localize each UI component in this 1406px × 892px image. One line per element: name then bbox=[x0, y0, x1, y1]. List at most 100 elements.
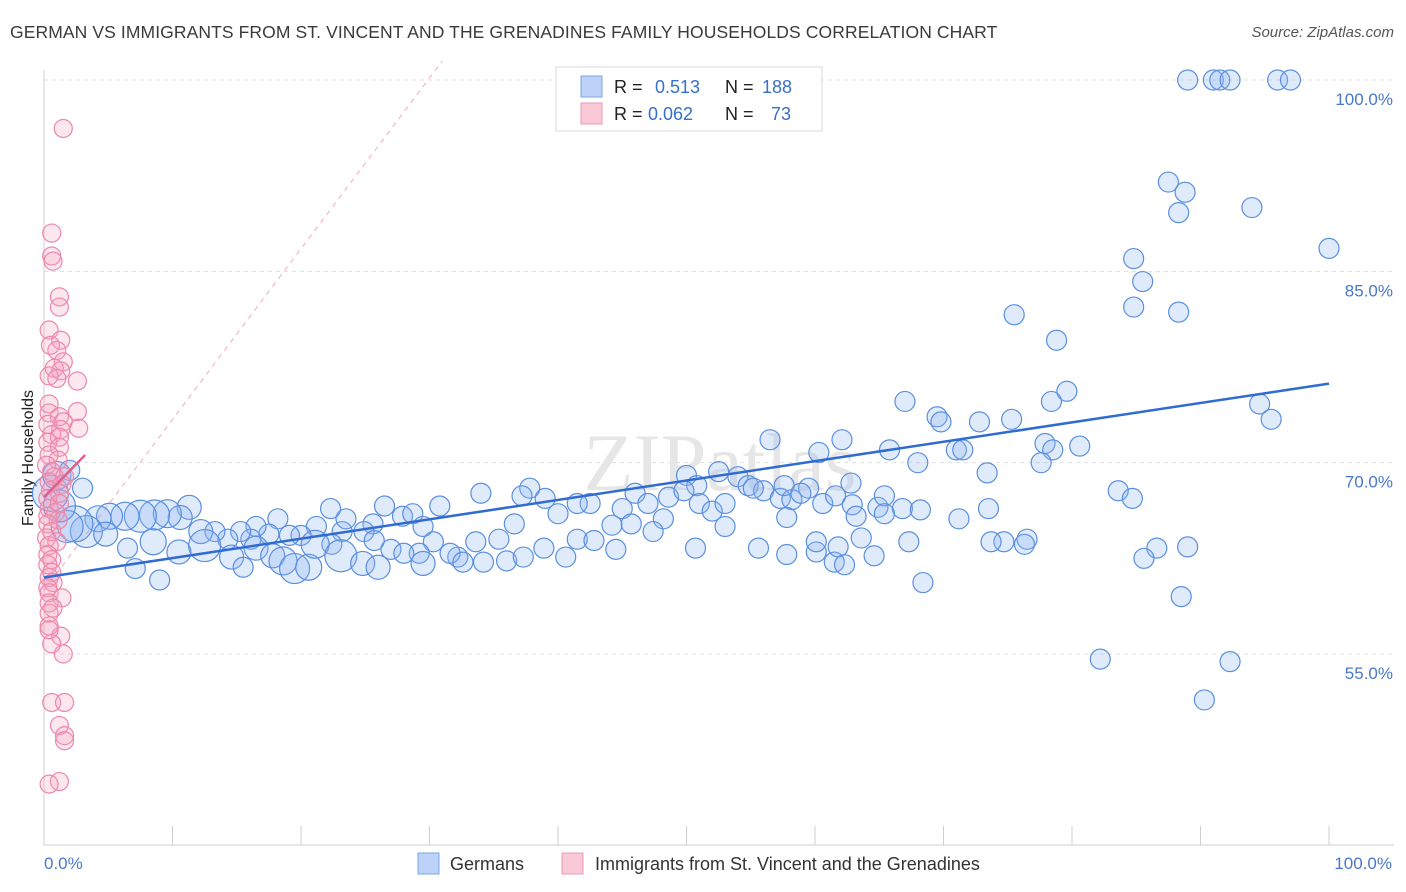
germans-point bbox=[891, 497, 913, 520]
germans-point bbox=[1174, 181, 1196, 203]
germans-point bbox=[496, 550, 518, 572]
svg-immigrants-point bbox=[53, 644, 73, 664]
y-tick-label-0: 100.0% bbox=[1335, 90, 1393, 109]
germans-point bbox=[863, 545, 885, 567]
trendline-svg bbox=[43, 454, 87, 498]
germans-point bbox=[747, 537, 770, 559]
germans-point bbox=[511, 485, 533, 507]
germans-point bbox=[519, 477, 541, 499]
germans-point bbox=[1030, 452, 1052, 474]
germans-point bbox=[1013, 533, 1036, 555]
legend-r-label-2: R = bbox=[614, 104, 643, 124]
series-svg-points bbox=[36, 118, 89, 794]
germans-point bbox=[841, 494, 863, 516]
germans-point bbox=[776, 506, 798, 529]
legend-n-label-1: N = bbox=[725, 77, 754, 97]
germans-point bbox=[948, 508, 970, 530]
legend-n-value-2: 73 bbox=[771, 104, 791, 124]
germans-point bbox=[139, 528, 167, 556]
svg-immigrants-point bbox=[69, 418, 89, 438]
germans-point bbox=[605, 538, 627, 561]
series-legend-label-germans: Germans bbox=[450, 854, 524, 874]
germans-point bbox=[805, 531, 827, 553]
svg-immigrants-point bbox=[48, 510, 68, 530]
germans-point bbox=[93, 521, 119, 547]
svg-immigrants-point bbox=[54, 731, 75, 751]
svg-immigrants-point bbox=[43, 251, 63, 271]
germans-point bbox=[831, 429, 853, 451]
stats-legend: R = 0.513 N = 188 R = 0.062 N = 73 bbox=[555, 66, 823, 132]
svg-immigrants-point bbox=[43, 572, 63, 593]
germans-point bbox=[845, 505, 867, 527]
germans-point bbox=[968, 411, 991, 433]
svg-immigrants-point bbox=[40, 335, 61, 355]
germans-point bbox=[488, 528, 510, 550]
germans-point bbox=[652, 508, 674, 530]
germans-point bbox=[930, 411, 952, 433]
svg-immigrants-point bbox=[47, 368, 67, 389]
germans-point bbox=[452, 551, 474, 573]
germans-point bbox=[1202, 69, 1224, 91]
germans-point bbox=[642, 520, 664, 543]
germans-point bbox=[230, 520, 252, 543]
series-germans-points bbox=[31, 69, 1340, 711]
germans-point bbox=[204, 520, 226, 543]
germans-point bbox=[714, 515, 736, 538]
series-legend-swatch-svg bbox=[561, 852, 584, 875]
germans-point bbox=[824, 485, 847, 507]
svg-immigrants-point bbox=[54, 692, 75, 713]
germans-point bbox=[470, 482, 492, 504]
germans-point bbox=[912, 571, 934, 594]
germans-point bbox=[335, 508, 357, 530]
germans-point bbox=[176, 494, 202, 520]
germans-point bbox=[1001, 408, 1023, 430]
series-legend-label-svg: Immigrants from St. Vincent and the Gren… bbox=[595, 854, 980, 874]
legend-n-value-1: 188 bbox=[762, 77, 792, 97]
svg-immigrants-point bbox=[39, 620, 59, 640]
germans-point bbox=[701, 500, 723, 522]
germans-point bbox=[1260, 408, 1282, 430]
germans-point bbox=[1318, 237, 1340, 259]
germans-point bbox=[776, 543, 798, 566]
germans-point bbox=[1123, 296, 1145, 318]
germans-point bbox=[769, 487, 791, 509]
svg-immigrants-point bbox=[36, 455, 57, 475]
germans-point bbox=[867, 496, 889, 518]
svg-immigrants-point bbox=[49, 297, 70, 317]
chart-source: Source: ZipAtlas.com bbox=[1251, 24, 1394, 41]
germans-point bbox=[976, 462, 998, 484]
germans-point bbox=[894, 390, 916, 413]
germans-point bbox=[907, 452, 929, 474]
svg-immigrants-point bbox=[39, 593, 59, 613]
germans-point bbox=[1133, 547, 1155, 569]
svg-immigrants-point bbox=[42, 521, 62, 542]
germans-point bbox=[555, 546, 577, 568]
germans-point bbox=[980, 531, 1002, 553]
series-legend-swatch-germans bbox=[417, 852, 440, 875]
germans-point bbox=[138, 499, 171, 531]
germans-point bbox=[167, 504, 193, 531]
germans-point bbox=[1177, 69, 1199, 91]
germans-point bbox=[1089, 648, 1111, 670]
germans-point bbox=[808, 441, 830, 464]
germans-point bbox=[812, 492, 834, 515]
svg-immigrants-point bbox=[53, 118, 73, 139]
germans-point bbox=[503, 513, 525, 535]
germans-point bbox=[84, 505, 112, 533]
germans-point bbox=[1069, 435, 1091, 457]
germans-point bbox=[295, 553, 323, 581]
germans-point bbox=[116, 537, 139, 559]
svg-immigrants-point bbox=[39, 583, 59, 603]
germans-point bbox=[278, 552, 311, 585]
x-tick-label-max: 100.0% bbox=[1334, 854, 1392, 873]
germans-point bbox=[350, 550, 376, 577]
germans-point bbox=[232, 556, 254, 578]
germans-point bbox=[1132, 270, 1154, 293]
germans-point bbox=[324, 539, 358, 573]
germans-point bbox=[583, 529, 605, 552]
germans-point bbox=[759, 429, 781, 451]
germans-point bbox=[439, 542, 461, 564]
legend-n-label-2: N = bbox=[725, 104, 754, 124]
germans-point bbox=[1168, 202, 1190, 224]
